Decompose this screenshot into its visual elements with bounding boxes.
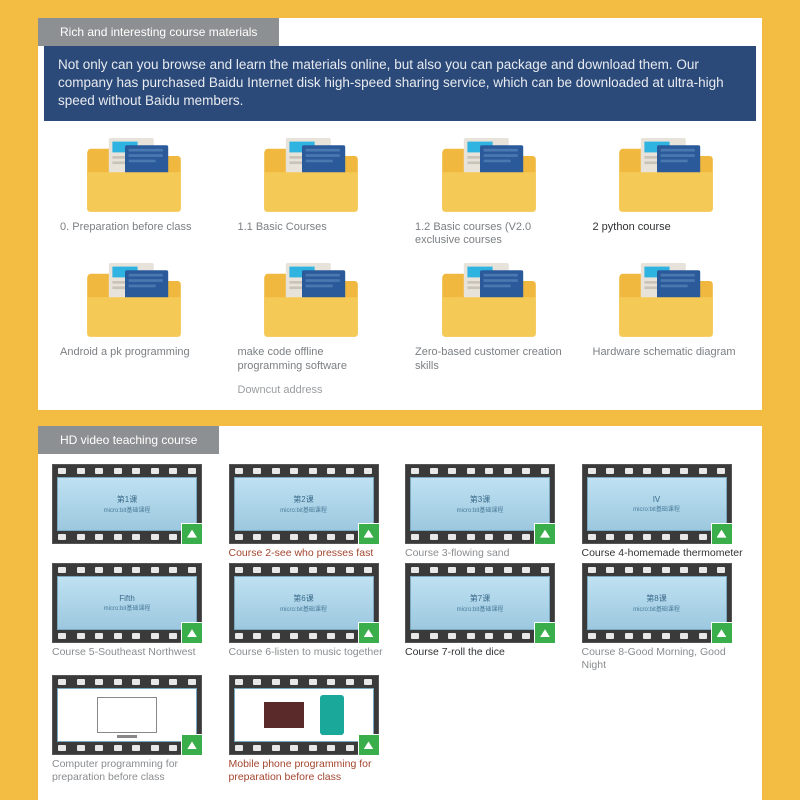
video-thumb: 第8课micro:bit基础课程 — [582, 563, 732, 643]
video-header: HD video teaching course — [38, 426, 219, 454]
folder-label: Android a pk programming — [54, 346, 214, 360]
video-label: Course 8-Good Morning, Good Night — [582, 646, 749, 671]
slide-title: IVmicro:bit基础课程 — [633, 495, 680, 513]
video-frame: 第7课micro:bit基础课程 — [410, 576, 550, 630]
folder-item[interactable]: 2 python course — [587, 129, 747, 249]
folder-icon — [79, 254, 189, 344]
monitor-icon — [97, 697, 157, 733]
video-label: Mobile phone programming for preparation… — [229, 758, 396, 783]
video-item[interactable]: Fifthmicro:bit基础课程 Course 5-Southeast Nor… — [52, 563, 219, 671]
slide-title: 第3课micro:bit基础课程 — [457, 494, 504, 514]
folder-grid: 0. Preparation before class 1.1 Basic Co… — [38, 121, 762, 410]
video-item[interactable]: 第6课micro:bit基础课程 Course 6-listen to music… — [229, 563, 396, 671]
video-thumb: 第7课micro:bit基础课程 — [405, 563, 555, 643]
play-badge-icon — [181, 622, 203, 644]
folder-item[interactable]: 1.1 Basic Courses — [232, 129, 392, 249]
video-item[interactable]: 第2课micro:bit基础课程 Course 2-see who presses… — [229, 464, 396, 560]
video-frame: 第2课micro:bit基础课程 — [234, 477, 374, 531]
slide-title: 第8课micro:bit基础课程 — [633, 593, 680, 613]
video-label: Course 7-roll the dice — [405, 646, 572, 659]
materials-panel: Rich and interesting course materials No… — [38, 18, 762, 410]
video-frame — [57, 688, 197, 742]
materials-header: Rich and interesting course materials — [38, 18, 279, 46]
video-thumb: 第6课micro:bit基础课程 — [229, 563, 379, 643]
folder-label: 0. Preparation before class — [54, 221, 214, 235]
slide-title: 第6课micro:bit基础课程 — [280, 593, 327, 613]
play-badge-icon — [711, 523, 733, 545]
folder-item[interactable]: Android a pk programming — [54, 254, 214, 396]
video-item[interactable]: 第3课micro:bit基础课程 Course 3-flowing sand — [405, 464, 572, 560]
video-frame: 第3课micro:bit基础课程 — [410, 477, 550, 531]
banner-text: Not only can you browse and learn the ma… — [44, 46, 756, 121]
folder-item[interactable]: make code offline programming software Do… — [232, 254, 392, 396]
play-badge-icon — [534, 523, 556, 545]
play-badge-icon — [181, 734, 203, 756]
folder-label: 1.2 Basic courses (V2.0 exclusive course… — [409, 221, 569, 249]
folder-icon — [611, 254, 721, 344]
slide-title: 第2课micro:bit基础课程 — [280, 494, 327, 514]
video-item[interactable]: 第8课micro:bit基础课程 Course 8-Good Morning, G… — [582, 563, 749, 671]
video-thumb: IVmicro:bit基础课程 — [582, 464, 732, 544]
video-item[interactable]: 第7课micro:bit基础课程 Course 7-roll the dice — [405, 563, 572, 671]
video-label: Course 5-Southeast Northwest — [52, 646, 219, 659]
play-badge-icon — [711, 622, 733, 644]
folder-label: 2 python course — [587, 221, 747, 235]
video-item[interactable]: Computer programming for preparation bef… — [52, 675, 219, 783]
folder-item[interactable]: 0. Preparation before class — [54, 129, 214, 249]
video-grid: 第1课micro:bit基础课程 第2课micro:bit基础课程 Course 2… — [38, 454, 762, 800]
play-badge-icon — [181, 523, 203, 545]
folder-icon — [256, 129, 366, 219]
folder-item[interactable]: Zero-based customer creation skills — [409, 254, 569, 396]
video-frame: IVmicro:bit基础课程 — [587, 477, 727, 531]
folder-icon — [434, 129, 544, 219]
video-frame: 第6课micro:bit基础课程 — [234, 576, 374, 630]
folder-label: Hardware schematic diagram — [587, 346, 747, 360]
video-frame: 第1课micro:bit基础课程 — [57, 477, 197, 531]
video-thumb: 第3课micro:bit基础课程 — [405, 464, 555, 544]
video-label: Course 4-homemade thermometer — [582, 547, 749, 560]
video-frame — [234, 688, 374, 742]
video-thumb — [229, 675, 379, 755]
video-thumb: Fifthmicro:bit基础课程 — [52, 563, 202, 643]
video-item[interactable]: 第1课micro:bit基础课程 — [52, 464, 219, 560]
folder-icon — [434, 254, 544, 344]
play-badge-icon — [534, 622, 556, 644]
folder-icon — [256, 254, 366, 344]
folder-label: 1.1 Basic Courses — [232, 221, 392, 235]
video-frame: 第8课micro:bit基础课程 — [587, 576, 727, 630]
folder-item[interactable]: Hardware schematic diagram — [587, 254, 747, 396]
video-label: Computer programming for preparation bef… — [52, 758, 219, 783]
folder-icon — [611, 129, 721, 219]
folder-item[interactable]: 1.2 Basic courses (V2.0 exclusive course… — [409, 129, 569, 249]
video-frame: Fifthmicro:bit基础课程 — [57, 576, 197, 630]
folder-icon — [79, 129, 189, 219]
play-badge-icon — [358, 523, 380, 545]
slide-title: 第7课micro:bit基础课程 — [457, 593, 504, 613]
video-thumb — [52, 675, 202, 755]
video-thumb: 第1课micro:bit基础课程 — [52, 464, 202, 544]
video-panel: HD video teaching course 第1课micro:bit基础课… — [38, 426, 762, 800]
video-label: Course 3-flowing sand — [405, 547, 572, 560]
slide-title: Fifthmicro:bit基础课程 — [104, 594, 151, 612]
video-thumb: 第2课micro:bit基础课程 — [229, 464, 379, 544]
play-badge-icon — [358, 622, 380, 644]
folder-label: Zero-based customer creation skills — [409, 346, 569, 374]
video-label: Course 2-see who presses fast — [229, 547, 396, 560]
video-item[interactable]: IVmicro:bit基础课程 Course 4-homemade thermom… — [582, 464, 749, 560]
slide-title: 第1课micro:bit基础课程 — [104, 494, 151, 514]
play-badge-icon — [358, 734, 380, 756]
board-icon — [264, 702, 304, 728]
folder-label: make code offline programming software — [232, 346, 392, 374]
video-label: Course 6-listen to music together — [229, 646, 396, 659]
phone-icon — [320, 695, 344, 735]
video-item[interactable]: Mobile phone programming for preparation… — [229, 675, 396, 783]
folder-sublabel: Downcut address — [232, 384, 392, 396]
